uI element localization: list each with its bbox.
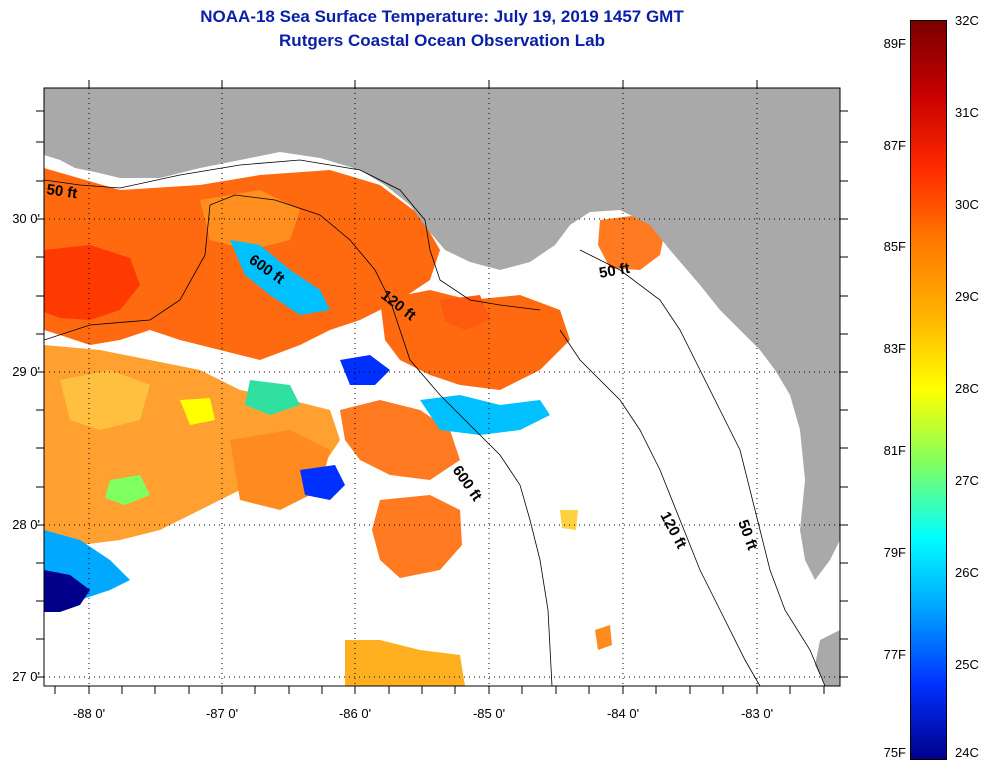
colorbar-c-label-25: 25C: [955, 657, 979, 672]
axis-ticks: [36, 80, 848, 694]
colorbar-f-label-85: 85F: [883, 239, 906, 254]
land-mass: [44, 88, 840, 686]
lon-label-86: -86 0': [338, 706, 372, 721]
colorbar-c-label-28: 28C: [955, 381, 979, 396]
colorbar-f-label-87: 87F: [883, 138, 906, 153]
colorbar-f-label-77: 77F: [883, 647, 906, 662]
colorbar-c-label-32: 32C: [955, 13, 979, 28]
map-frame: [43, 87, 841, 687]
lat-label-29: 29 0': [12, 364, 40, 379]
colorbar-c-label-27: 27C: [955, 473, 979, 488]
colorbar-c-label-26: 26C: [955, 565, 979, 580]
lon-label-85: -85 0': [472, 706, 506, 721]
colorbar-f-label-75: 75F: [883, 745, 906, 760]
colorbar-c-label-31: 31C: [955, 105, 979, 120]
lat-label-27: 27 0': [12, 669, 40, 684]
lon-label-87: -87 0': [205, 706, 239, 721]
map-subtitle: Rutgers Coastal Ocean Observation Lab: [279, 31, 605, 50]
lat-label-30: 30 0': [12, 211, 40, 226]
colorbar-c-label-30: 30C: [955, 197, 979, 212]
colorbar-c-label-24: 24C: [955, 745, 979, 760]
map-title: NOAA-18 Sea Surface Temperature: July 19…: [200, 7, 684, 26]
contour-label-50ft-west: 50 ft: [45, 181, 78, 202]
lon-label-84: -84 0': [606, 706, 640, 721]
colorbar-f-label-83: 83F: [883, 341, 906, 356]
lon-label-83: -83 0': [740, 706, 774, 721]
lat-label-28: 28 0': [12, 517, 40, 532]
colorbar-f-label-81: 81F: [883, 443, 906, 458]
colorbar-f-label-79: 79F: [883, 545, 906, 560]
colorbar-f-label-89: 89F: [883, 36, 906, 51]
temperature-data: [44, 115, 665, 686]
colorbar-c-label-29: 29C: [955, 289, 979, 304]
contour-label-50ft-east: 50 ft: [598, 260, 631, 282]
temperature-colorbar: [910, 20, 947, 760]
depth-contours: [44, 159, 826, 686]
lon-label-88: -88 0': [72, 706, 106, 721]
